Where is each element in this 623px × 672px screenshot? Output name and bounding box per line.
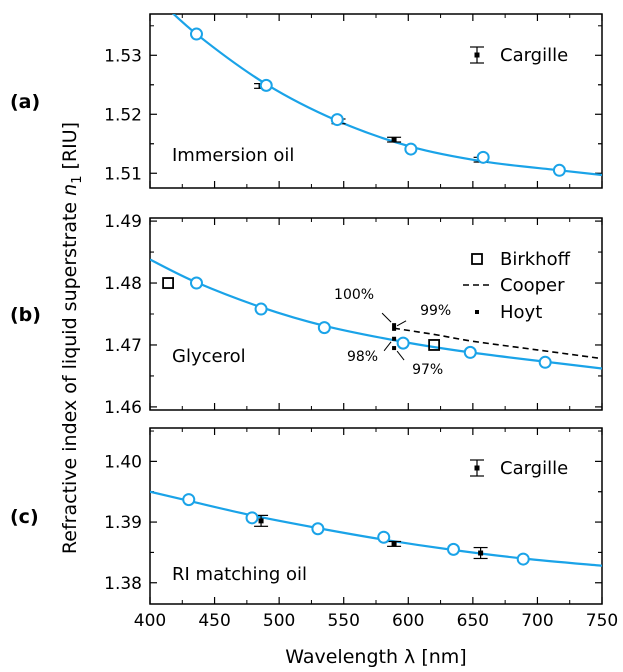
- measured-point: [317, 321, 331, 335]
- measured-point: [516, 552, 530, 566]
- measured-point: [189, 276, 203, 290]
- fit-curve: [171, 14, 602, 177]
- birkhoff-point: [428, 339, 441, 351]
- legend-point-icon: [474, 465, 480, 471]
- hoyt-point: [392, 326, 397, 331]
- measured-point: [245, 511, 259, 525]
- hoyt-label: 98%: [347, 349, 378, 365]
- panel-c: 400 450 500 550 600 650 700 750 1.38 1.39 1.40 RI m…: [10, 427, 618, 631]
- cargille-point: [391, 541, 397, 547]
- y-tick-label: 1.46: [104, 398, 142, 418]
- y-axis-label-unit: [RIU]: [59, 122, 81, 176]
- panel-annotation: RI matching oil: [172, 564, 307, 585]
- cooper-dashed-line: [393, 327, 602, 360]
- y-axis-label: Refractive index of liquid superstrate n…: [59, 122, 85, 554]
- legend-label: Cargille: [500, 458, 568, 479]
- y-tick-label: 1.39: [104, 513, 142, 533]
- legend-label: Hoyt: [500, 302, 542, 323]
- y-tick-label: 1.51: [104, 164, 142, 184]
- hoyt-arrow: [396, 320, 407, 327]
- measured-point: [330, 113, 344, 127]
- plot-area: [150, 258, 602, 370]
- x-tick-label: 600: [392, 611, 424, 631]
- y-tick-label: 1.40: [104, 452, 142, 472]
- y-tick-label: 1.53: [104, 46, 142, 66]
- y-tick-label: 1.52: [104, 105, 142, 125]
- measured-point: [476, 150, 490, 164]
- panel-b: 1.46 1.47 1.48 1.49 100% 99% 98% 97% Glycerol (b)…: [10, 212, 603, 418]
- x-tick-label: 450: [198, 611, 230, 631]
- measured-point: [377, 530, 391, 544]
- legend-point-icon: [474, 52, 480, 58]
- cargille-point: [391, 137, 397, 143]
- x-tick-label: 550: [327, 611, 359, 631]
- y-tick-label: 1.49: [104, 212, 142, 232]
- legend-entry: Hoyt: [475, 302, 542, 323]
- panel-annotation: Glycerol: [172, 346, 246, 367]
- legend-entry: Cooper: [463, 275, 565, 296]
- hoyt-arrow: [381, 312, 392, 323]
- birkhoff-point: [162, 277, 174, 289]
- measured-point: [254, 302, 268, 316]
- measured-point: [463, 345, 477, 359]
- x-tick-label: 650: [457, 611, 489, 631]
- panel-label: (c): [10, 506, 39, 528]
- plot-area: [171, 14, 602, 177]
- hoyt-arrow: [383, 341, 392, 352]
- legend-entry: Cargille: [470, 458, 568, 479]
- x-tick-label: 400: [134, 611, 166, 631]
- cargille-point: [258, 518, 264, 524]
- y-axis-label-subscript: 1: [70, 176, 85, 184]
- y-axis-label-main: Refractive index of liquid superstrate: [59, 196, 81, 554]
- hoyt-label: 97%: [412, 362, 443, 378]
- hoyt-point: [392, 323, 397, 328]
- measured-point: [311, 522, 325, 536]
- measured-point: [538, 355, 552, 369]
- measured-point: [259, 78, 273, 92]
- y-tick-label: 1.38: [104, 574, 142, 594]
- measured-point: [182, 493, 196, 507]
- hoyt-arrow: [396, 350, 405, 361]
- x-tick-label: 700: [521, 611, 553, 631]
- legend-entry: Birkhoff: [471, 249, 571, 270]
- measured-point: [404, 142, 418, 156]
- panel-label: (a): [10, 91, 40, 113]
- hoyt-label: 100%: [334, 287, 374, 303]
- legend-square-icon: [471, 253, 483, 265]
- hoyt-point: [392, 336, 397, 341]
- x-tick-label: 500: [263, 611, 295, 631]
- legend-label: Cooper: [500, 275, 565, 296]
- measured-point: [446, 542, 460, 556]
- x-axis-label: Wavelength λ [nm]: [285, 646, 466, 668]
- legend-entry: Cargille: [470, 45, 568, 66]
- cargille-point: [478, 550, 484, 556]
- fit-curve: [150, 258, 602, 370]
- panel-annotation: Immersion oil: [172, 145, 294, 166]
- measured-point: [396, 336, 410, 350]
- legend-label: Cargille: [500, 45, 568, 66]
- panel-label: (b): [10, 304, 41, 326]
- panel-a: 1.51 1.52 1.53 Immersion oil (a) Cargille: [10, 13, 603, 189]
- hoyt-point: [392, 346, 397, 351]
- x-tick-label: 750: [586, 611, 618, 631]
- panels: 1.51 1.52 1.53 Immersion oil (a) Cargille 1.46…: [10, 13, 618, 631]
- legend-point-icon: [475, 310, 479, 314]
- measured-point: [552, 163, 566, 177]
- plot-area: [150, 490, 602, 567]
- fit-curve: [150, 490, 602, 567]
- hoyt-label: 99%: [420, 303, 451, 319]
- legend-label: Birkhoff: [500, 249, 571, 270]
- measured-point: [189, 27, 203, 41]
- y-tick-label: 1.48: [104, 274, 142, 294]
- y-tick-label: 1.47: [104, 336, 142, 356]
- y-axis-label-symbol: n: [59, 184, 81, 196]
